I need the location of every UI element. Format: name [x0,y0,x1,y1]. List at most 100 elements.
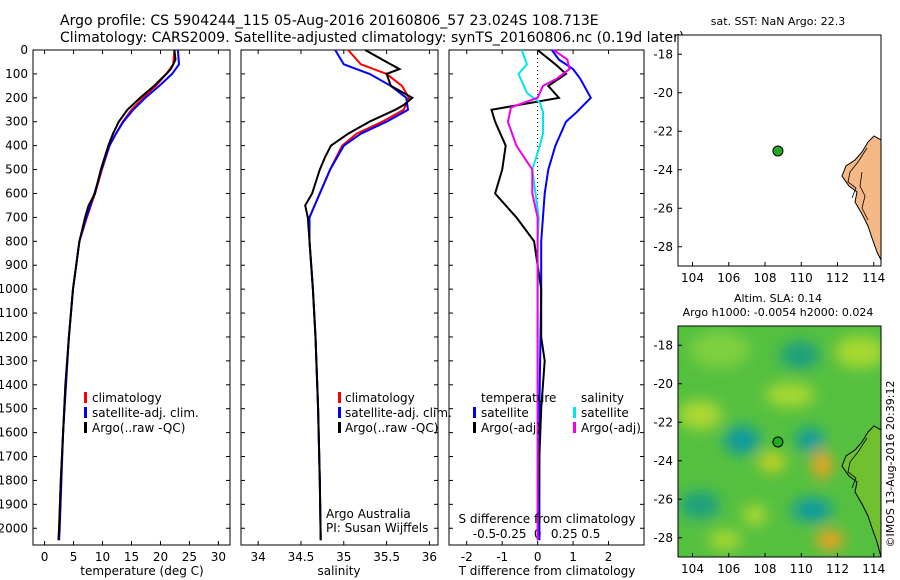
x-tick-label: 30 [211,550,226,564]
y-tick-label: 700 [5,210,28,224]
y-tick-label: 100 [5,67,28,81]
legend-t-argo: Argo(-adj) [481,421,541,435]
legend-t-satellite-swatch [473,407,476,418]
y-tick-label: -28 [653,531,673,545]
sla-field-anomalies [678,332,881,550]
y-tick-label: -26 [653,201,673,215]
legend-s-argo-swatch [573,422,576,433]
x-tick-label: 0 [41,550,49,564]
y-tick-label: -18 [653,47,673,61]
legend-s-argo: Argo(-adj) [581,421,641,435]
argo-float-location-marker [772,436,784,448]
land-mass [841,425,881,557]
y-tick-label: 1600 [0,426,28,440]
legend-t-argo-swatch [473,422,476,433]
temperature-xlabel: temperature (deg C) [80,564,203,578]
x-tick-label: 35.5 [373,550,400,564]
y-tick-label: -22 [653,415,673,429]
temperature-legend: climatology satellite-adj. clim. Argo(..… [84,391,199,435]
legend-s-satellite: satellite [581,406,629,420]
legend-temperature-title: temperature [481,391,556,405]
y-tick-label: -20 [653,377,673,391]
x-tick-label: 36 [422,550,437,564]
legend-climatology: climatology [92,391,162,405]
x-tick-label: 35 [336,550,351,564]
y-tick-label: 2000 [0,521,28,535]
y-tick-label: -18 [653,338,673,352]
salinity-xlabel: salinity [317,564,360,578]
x-tick-label: 108 [754,271,777,285]
y-tick-label: -22 [653,124,673,138]
legend-t-satellite: satellite [481,406,529,420]
legend-satellite-swatch [84,407,87,418]
difference-legend: temperature salinity satellite Argo(-adj… [473,391,641,435]
legend-climatology-swatch [84,392,87,403]
legend-climatology: climatology [345,391,415,405]
shelf-contour [859,171,869,221]
y-tick-label: 1700 [0,450,28,464]
y-tick-label: 1900 [0,497,28,511]
x-tick-label: 20 [153,550,168,564]
difference-axes-frame [448,49,645,546]
x-tick-label: 104 [681,562,704,576]
series-line-t-argo-adj- [490,49,568,541]
legend-satellite-swatch [338,407,341,418]
shelf-contour [847,437,868,489]
x-tick-label: 108 [754,562,777,576]
land-mass [841,135,881,261]
y-tick-label: 900 [5,258,28,272]
temperature-panel: 0100200300400500600700800900100011001200… [0,43,644,578]
legend-satellite: satellite-adj. clim. [92,406,199,420]
y-tick-label: -20 [653,86,673,100]
x-tick-label: 106 [717,562,740,576]
y-tick-label: 1300 [0,354,28,368]
sst-map-panel: sat. SST: NaN Argo: 22.3 104 106 108 110 112… [653,15,885,285]
series-line-t-satellite [538,49,593,541]
y-tick-label: 1100 [0,306,28,320]
series-line-climatology [57,49,176,541]
y-tick-label: -24 [653,454,673,468]
x-tick-label: 104 [681,271,704,285]
y-tick-label: 1800 [0,473,28,487]
series-line-climatology [308,49,411,541]
legend-satellite: satellite-adj. clim. [345,406,452,420]
series-line-satellite-adj-clim- [58,49,181,541]
salinity-axes-frame [240,49,439,546]
y-tick-label: 0 [20,43,28,57]
y-tick-label: 800 [5,234,28,248]
y-tick-label: 1500 [0,402,28,416]
x-tick-label: 114 [862,562,885,576]
t-difference-label: T difference from climatology [458,564,636,578]
y-tick-label: 1400 [0,378,28,392]
legend-s-satellite-swatch [573,407,576,418]
sst-map-frame [677,34,882,267]
y-tick-label: -26 [653,492,673,506]
y-tick-label: 400 [5,139,28,153]
y-tick-label: -28 [653,240,673,254]
legend-argo-swatch [338,422,341,433]
legend-argo: Argo(..raw -QC) [92,421,185,435]
sla-map-title-line2: Argo h1000: -0.0054 h2000: 0.024 [683,306,874,319]
x-tick-label: 110 [790,271,813,285]
y-tick-label: -24 [653,163,673,177]
difference-panel: -2 -1 0 1 2-0.5 -0.25 0 0.25 0.5 S difference fr… [448,49,645,578]
sla-map-frame [677,325,882,558]
x-tick-label: 5 [70,550,78,564]
x-tick-label: 34.5 [288,550,315,564]
legend-salinity-title: salinity [581,391,624,405]
y-tick-label: 300 [5,115,28,129]
x-tick-label: 114 [862,271,885,285]
series-line-s-argo-adj- [506,49,571,541]
pi-name-label: PI: Susan Wijffels [326,521,428,535]
y-tick-label: 500 [5,163,28,177]
s-tick-label: -0.5 [473,527,496,541]
s-tick-label: -0.25 [496,527,527,541]
sst-map-title: sat. SST: NaN Argo: 22.3 [711,15,845,28]
salinity-panel: 34 34.5 35 35.5 36 salinity climatology sate… [240,49,452,578]
y-tick-label: 600 [5,186,28,200]
x-tick-label: 112 [826,271,849,285]
y-tick-label: 1000 [0,282,28,296]
s-tick-label: 0.25 [551,527,578,541]
x-tick-label: 110 [790,562,813,576]
